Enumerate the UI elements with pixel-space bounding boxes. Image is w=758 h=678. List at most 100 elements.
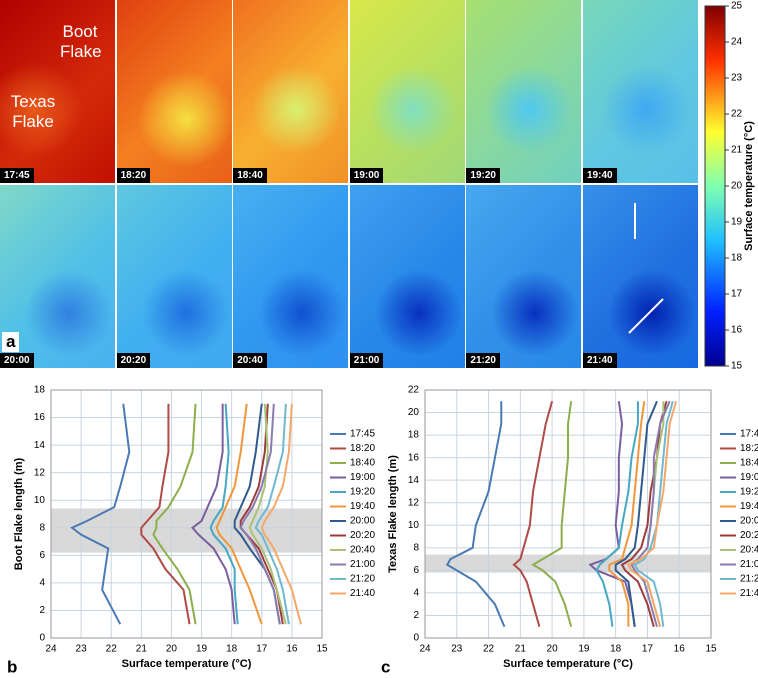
thermal-image: 20:20	[116, 185, 232, 368]
y-tick-label: 2	[39, 605, 45, 616]
colorbar-tick-label: 20	[731, 181, 743, 192]
legend-label: 19:40	[350, 501, 375, 512]
plot-frame	[424, 389, 712, 639]
colorbar-tick-label: 15	[731, 361, 743, 372]
timestamp: 18:20	[116, 168, 151, 183]
x-tick-label: 21	[136, 644, 148, 655]
legend-label: 17:45	[740, 429, 758, 440]
legend-label: 21:40	[350, 588, 375, 599]
y-tick-label: 0	[413, 633, 419, 644]
colorbar-tick-label: 19	[731, 217, 743, 228]
colorbar-tick-label: 24	[731, 37, 743, 48]
legend-label: 20:00	[350, 516, 375, 527]
y-tick-label: 8	[39, 522, 45, 533]
thermal-image: 18:20	[116, 0, 232, 183]
x-tick-label: 20	[166, 644, 178, 655]
series-line	[531, 401, 573, 627]
y-tick-label: 14	[34, 440, 46, 451]
y-tick-label: 16	[34, 412, 46, 423]
x-tick-label: 23	[451, 644, 463, 655]
y-tick-label: 6	[413, 565, 419, 576]
legend-label: 20:40	[740, 545, 758, 556]
legend-label: 20:20	[350, 530, 375, 541]
series-line	[70, 403, 131, 625]
x-tick-label: 24	[45, 644, 57, 655]
colorbar-tick-label: 16	[731, 325, 743, 336]
series-line	[191, 403, 236, 625]
thermal-image: 21:20	[466, 185, 582, 368]
colorbar	[704, 5, 726, 367]
legend-label: 20:40	[350, 545, 375, 556]
panel-label: a	[2, 332, 20, 352]
timestamp: 21:20	[466, 353, 500, 368]
series-line	[614, 400, 658, 627]
legend-label: 20:20	[740, 530, 758, 541]
thermal-image: 21:00	[349, 185, 465, 368]
x-tick-label: 20	[547, 644, 559, 655]
y-tick-label: 6	[39, 550, 45, 561]
series-line	[630, 400, 671, 627]
y-tick-label: 16	[408, 452, 420, 463]
annotation: Boot Flake	[60, 22, 102, 61]
series-line	[254, 403, 290, 625]
series-line	[626, 401, 678, 627]
x-tick-label: 19	[196, 644, 208, 655]
x-tick-label: 21	[515, 644, 527, 655]
y-tick-label: 2	[413, 610, 419, 621]
x-tick-label: 22	[483, 644, 495, 655]
y-tick-label: 12	[408, 497, 420, 508]
legend-label: 21:40	[740, 588, 758, 599]
timestamp: 21:00	[349, 353, 384, 368]
legend-label: 18:40	[740, 458, 758, 469]
annotation: Texas Flake	[10, 92, 56, 131]
y-axis-title: Boot Flake length (m)	[13, 457, 25, 570]
legend-label: 17:45	[350, 429, 375, 440]
colorbar-tick-label: 18	[731, 253, 743, 264]
series-line	[239, 403, 281, 625]
thermal-image: 19:40	[583, 0, 698, 183]
shaded-band	[51, 508, 322, 553]
legend-label: 21:20	[740, 574, 758, 585]
legend-label: 21:00	[740, 559, 758, 570]
timestamp: 20:40	[233, 353, 267, 368]
transect-lines	[628, 203, 664, 334]
panel-label: b	[7, 657, 17, 676]
y-axis-title: Texas Flake length (m)	[387, 455, 399, 573]
timestamp: 21:40	[583, 353, 617, 368]
timestamp: 20:00	[0, 353, 34, 368]
y-tick-label: 4	[39, 578, 45, 589]
legend-label: 19:20	[350, 487, 375, 498]
thermal-image: 20:00 a	[0, 185, 115, 368]
legend-label: 18:20	[350, 443, 375, 454]
timestamp: 19:20	[466, 168, 500, 183]
x-tick-label: 23	[76, 644, 88, 655]
thermal-image: 19:00	[349, 0, 465, 183]
series-line	[260, 403, 302, 625]
y-tick-label: 4	[413, 588, 419, 599]
thermal-image: 18:40	[233, 0, 349, 183]
series-line	[209, 403, 239, 625]
series-line	[152, 403, 197, 625]
colorbar-tick-label: 25	[731, 1, 743, 12]
timestamp: 18:40	[233, 168, 267, 183]
x-tick-label: 15	[705, 644, 717, 655]
legend-label: 21:20	[350, 574, 375, 585]
timestamp: 20:20	[116, 353, 151, 368]
thermal-image: 19:20	[466, 0, 582, 183]
y-tick-label: 22	[408, 385, 420, 396]
y-tick-label: 18	[34, 385, 46, 396]
colorbar-tick-label: 23	[731, 73, 743, 84]
series-line	[445, 401, 506, 628]
panel-label: c	[381, 657, 390, 676]
y-tick-label: 10	[408, 520, 420, 531]
colorbar-tick-label: 21	[731, 145, 743, 156]
colorbar-tick-label: 22	[731, 109, 743, 120]
y-tick-label: 0	[39, 633, 45, 644]
timestamp: 17:45	[0, 168, 34, 183]
legend-label: 19:40	[740, 501, 758, 512]
thermal-image-grid: 17:45 Boot Flake Texas Flake 18:20 18:40 19:0…	[0, 0, 698, 368]
timestamp: 19:00	[349, 168, 384, 183]
series-line	[215, 403, 263, 625]
